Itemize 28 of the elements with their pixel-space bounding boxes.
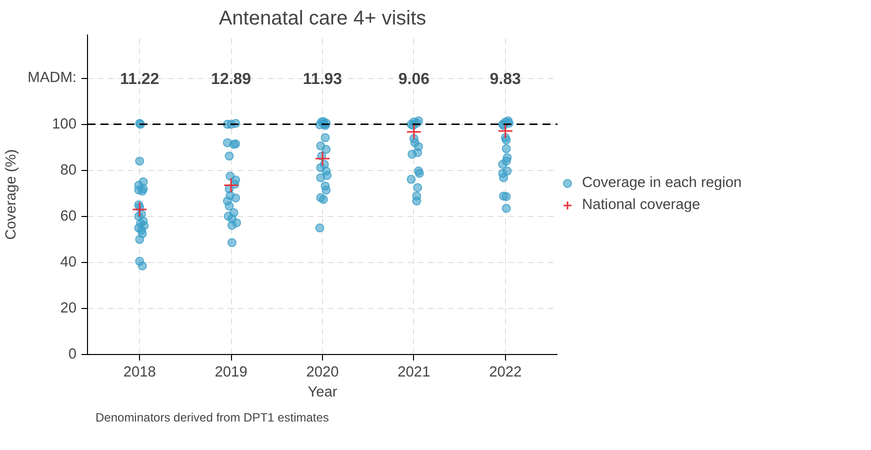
point [223,178,239,194]
y-tick-label: 60 [60,208,77,224]
x-tick-label: 2018 [123,364,156,380]
y-tick-label: 20 [60,300,77,316]
legend-label: Coverage in each region [582,175,742,191]
x-axis-title: Year [308,384,338,400]
y-tick-label: MADM: [28,70,77,86]
point [132,202,148,218]
x-tick-label: 2020 [306,364,339,380]
text: Denominators derived from DPT1 estimates [96,410,329,424]
y-tick-label: 40 [60,254,77,270]
annotation: 11.22 [120,71,160,88]
point [314,150,330,166]
chart-title: Antenatal care 4+ visits [218,8,426,30]
y-tick-label: 0 [68,346,77,362]
annotation: 12.89 [211,71,252,88]
x-tick-label: 2021 [398,364,430,380]
annotation: 9.06 [398,71,430,88]
point [406,124,422,140]
y-tick-label: 100 [52,116,77,132]
y-axis-title: Coverage (%) [4,149,20,240]
x-tick-label: 2019 [214,364,248,380]
annotation: 11.93 [302,71,342,88]
point [498,123,514,139]
x-tick-label: 2022 [489,364,522,380]
legend-label: National coverage [582,197,700,213]
annotation: 9.83 [490,71,522,88]
y-tick-label: 80 [60,162,77,178]
